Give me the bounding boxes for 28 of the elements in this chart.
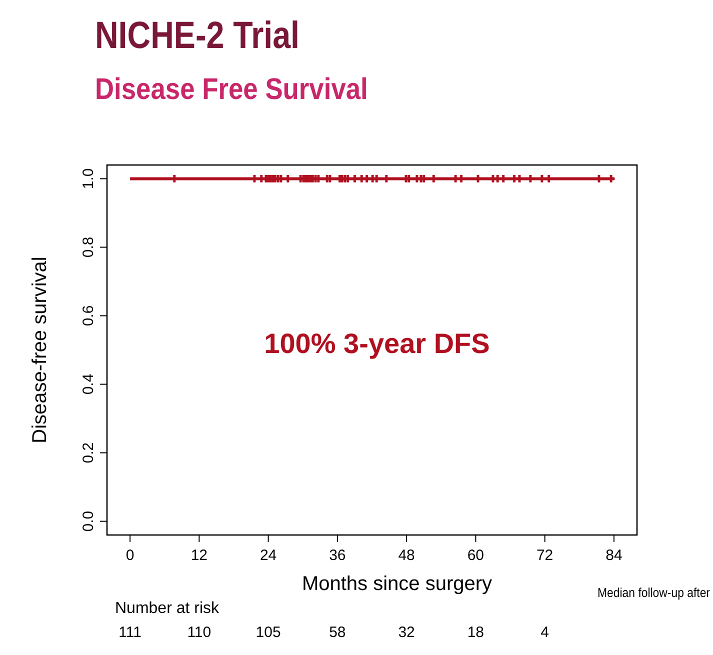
y-tick-label: 1.0: [80, 168, 97, 190]
y-tick-label: 0.4: [80, 374, 97, 395]
x-tick-label: 36: [329, 547, 346, 564]
text: Median follow-up after: [598, 585, 710, 600]
text: 105: [256, 624, 281, 641]
x-tick-label: 72: [536, 547, 554, 564]
text: 32: [398, 624, 415, 641]
chart-title: NICHE-2 Trial: [95, 14, 300, 57]
text: 4: [540, 624, 549, 641]
x-tick-label: 84: [606, 547, 622, 564]
text: 111: [118, 624, 142, 641]
x-axis-title: Months since surgery: [302, 573, 492, 595]
x-tick-label: 0: [126, 547, 134, 564]
annotation: 100% 3-year DFS: [264, 328, 490, 359]
y-axis-title: Disease-free survival: [29, 256, 51, 444]
text: 58: [329, 624, 346, 641]
x-tick-label: 48: [398, 547, 415, 564]
y-tick-label: 0.2: [80, 442, 97, 464]
text: 18: [467, 624, 484, 641]
y-tick-label: 0.0: [80, 510, 97, 532]
y-tick-label: 0.6: [80, 305, 97, 326]
x-tick-label: 12: [190, 547, 208, 564]
chart-subtitle: Disease Free Survival: [95, 71, 368, 106]
y-tick-label: 0.8: [80, 236, 97, 258]
text: 110: [187, 624, 212, 641]
x-tick-label: 60: [467, 547, 484, 564]
text: Number at risk: [115, 600, 220, 617]
x-tick-label: 24: [260, 547, 277, 564]
